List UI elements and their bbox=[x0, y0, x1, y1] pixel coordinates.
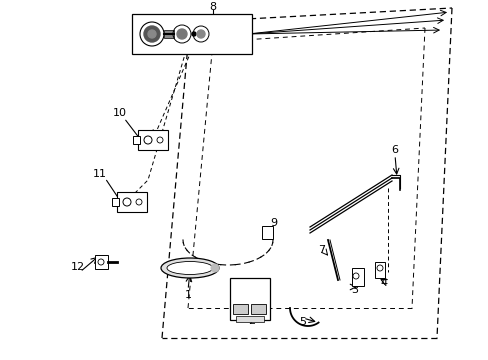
Bar bbox=[229, 278, 269, 320]
Circle shape bbox=[148, 30, 156, 38]
Circle shape bbox=[177, 29, 186, 39]
Text: 1: 1 bbox=[184, 290, 191, 300]
Bar bbox=[232, 304, 247, 314]
Text: 11: 11 bbox=[93, 169, 107, 179]
Bar bbox=[95, 255, 108, 269]
Bar bbox=[236, 316, 264, 322]
Text: 9: 9 bbox=[270, 218, 277, 228]
Bar bbox=[112, 198, 119, 206]
Bar bbox=[163, 30, 174, 38]
Bar bbox=[262, 226, 272, 239]
Text: 2: 2 bbox=[248, 316, 255, 326]
Circle shape bbox=[143, 26, 160, 42]
Bar bbox=[351, 268, 363, 286]
Text: 8: 8 bbox=[209, 2, 216, 12]
Bar bbox=[138, 130, 168, 150]
Text: 5: 5 bbox=[299, 317, 306, 327]
Text: 3: 3 bbox=[351, 285, 358, 295]
Circle shape bbox=[192, 32, 196, 36]
Ellipse shape bbox=[167, 261, 213, 275]
Circle shape bbox=[197, 30, 204, 38]
Bar bbox=[117, 192, 147, 212]
Bar bbox=[133, 136, 140, 144]
Bar bbox=[374, 262, 384, 278]
Text: 6: 6 bbox=[391, 145, 398, 155]
Ellipse shape bbox=[161, 258, 219, 278]
Text: 12: 12 bbox=[71, 262, 85, 272]
Text: 7: 7 bbox=[318, 245, 325, 255]
Bar bbox=[132, 14, 251, 54]
Text: 10: 10 bbox=[113, 108, 127, 118]
Circle shape bbox=[210, 264, 219, 272]
Bar bbox=[250, 304, 265, 314]
Text: 4: 4 bbox=[380, 278, 387, 288]
